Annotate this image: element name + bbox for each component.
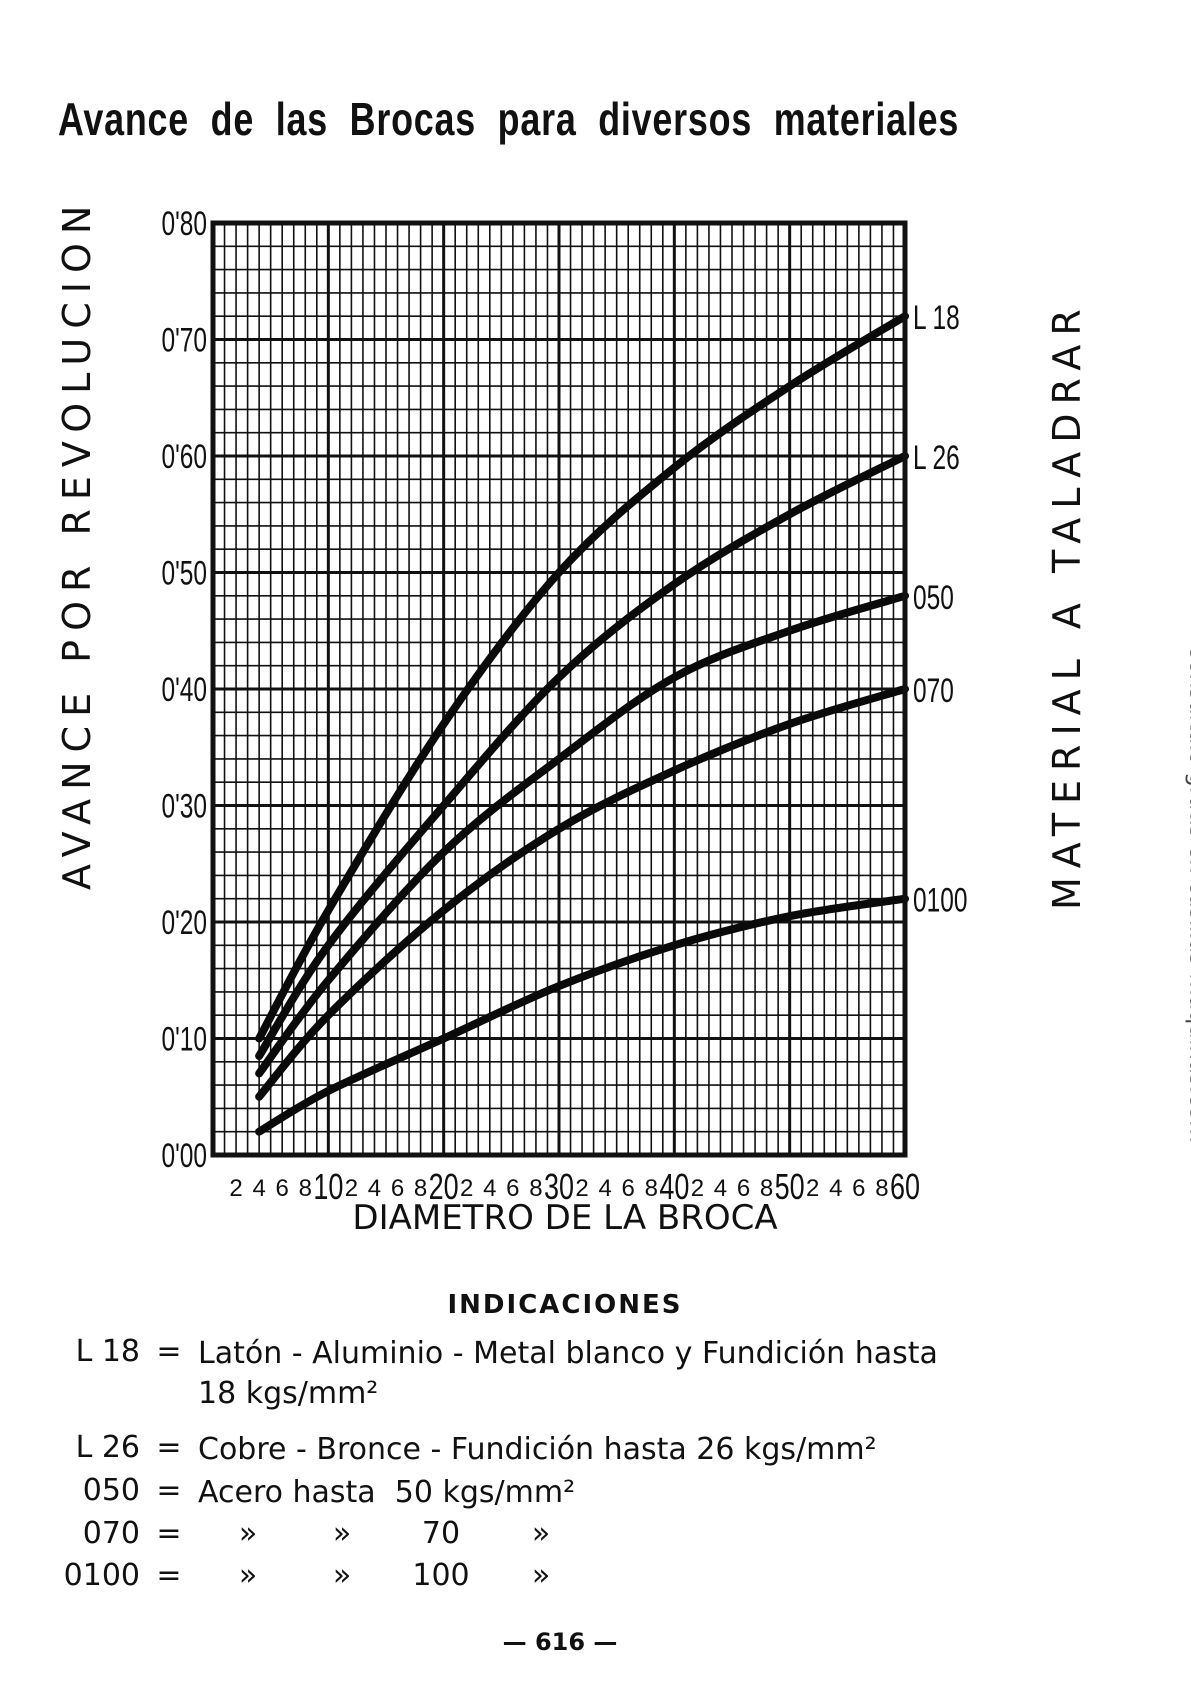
note-text: Latón - Aluminio - Metal blanco y Fundic… bbox=[198, 1336, 938, 1371]
note-equals: = bbox=[156, 1334, 182, 1369]
page-title: Avance de las Brocas para diversos mater… bbox=[58, 93, 960, 145]
note-070: 070 = » » 70 » bbox=[55, 1516, 586, 1551]
series-end-label: 0100 bbox=[913, 882, 967, 920]
ditto-mark: » bbox=[531, 1558, 551, 1593]
page-number: — 616 — bbox=[502, 1628, 618, 1656]
note-0100: 0100 = » » 100 » bbox=[55, 1558, 586, 1593]
x-tick-label: 6 bbox=[737, 1175, 750, 1200]
note-value: 100 bbox=[412, 1558, 470, 1593]
x-tick-label: 6 bbox=[276, 1175, 289, 1200]
series-end-label: L 18 bbox=[913, 299, 960, 337]
x-tick-label: 6 bbox=[852, 1175, 865, 1200]
x-tick-label-major: 40 bbox=[659, 1166, 689, 1200]
y-tick-label: 0'70 bbox=[162, 322, 207, 360]
y-tick-label: 0'40 bbox=[162, 671, 207, 709]
series-end-labels: L 18 L 26 050 070 0100 bbox=[913, 299, 967, 919]
x-tick-label: 4 bbox=[598, 1175, 611, 1200]
x-tick-label: 8 bbox=[760, 1175, 773, 1200]
series-line-l26 bbox=[255, 452, 909, 1060]
notes-title: INDICACIONES bbox=[447, 1290, 683, 1320]
x-tick-label: 2 bbox=[806, 1175, 819, 1200]
x-tick-label: 8 bbox=[529, 1175, 542, 1200]
ditto-mark: » bbox=[238, 1516, 258, 1551]
x-tick-label: 2 bbox=[460, 1175, 473, 1200]
y-tick-label: 0'80 bbox=[162, 205, 207, 243]
x-tick-label: 8 bbox=[875, 1175, 888, 1200]
y-tick-label: 0'30 bbox=[162, 788, 207, 826]
x-tick-label: 4 bbox=[483, 1175, 496, 1200]
chart-border bbox=[210, 220, 908, 1158]
note-ditto-row: » » 70 » bbox=[198, 1516, 586, 1551]
x-tick-label: 8 bbox=[414, 1175, 427, 1200]
y-tick-label: 0'60 bbox=[162, 438, 207, 476]
x-tick-label: 4 bbox=[252, 1175, 265, 1200]
note-text-continued: 18 kgs/mm² bbox=[198, 1376, 379, 1411]
ditto-mark: » bbox=[238, 1558, 258, 1593]
note-l26: L 26 = Cobre - Bronce - Fundición hasta … bbox=[55, 1430, 877, 1470]
x-tick-label: 4 bbox=[368, 1175, 381, 1200]
ditto-mark: » bbox=[531, 1516, 551, 1551]
x-axis-label: DIAMETRO DE LA BROCA bbox=[352, 1198, 778, 1238]
x-tick-label: 8 bbox=[645, 1175, 658, 1200]
note-code: L 18 bbox=[75, 1334, 140, 1369]
chart-frame bbox=[210, 220, 908, 1158]
note-code: 050 bbox=[82, 1473, 140, 1508]
x-tick-label: 2 bbox=[575, 1175, 588, 1200]
ditto-mark: » bbox=[332, 1558, 352, 1593]
series-line-l18 bbox=[255, 312, 909, 1043]
note-text: Acero hasta 50 kgs/mm² bbox=[198, 1475, 576, 1510]
series-line-0100 bbox=[255, 894, 909, 1136]
x-tick-label: 2 bbox=[229, 1175, 242, 1200]
x-tick-label: 4 bbox=[714, 1175, 727, 1200]
note-equals: = bbox=[156, 1473, 182, 1508]
x-tick-label: 6 bbox=[506, 1175, 519, 1200]
note-code: 0100 bbox=[63, 1558, 140, 1593]
y-tick-label: 0'00 bbox=[162, 1137, 207, 1175]
series-line-070 bbox=[255, 685, 909, 1101]
note-l18: L 18 = Latón - Aluminio - Metal blanco y… bbox=[55, 1334, 938, 1414]
x-tick-label: 8 bbox=[299, 1175, 312, 1200]
note-equals: = bbox=[156, 1516, 182, 1551]
y-tick-label: 0'10 bbox=[162, 1021, 207, 1059]
series-line-050 bbox=[255, 591, 909, 1078]
x-tick-label-major: 20 bbox=[429, 1166, 459, 1200]
x-tick-label: 4 bbox=[829, 1175, 842, 1200]
note-description: Latón - Aluminio - Metal blanco y Fundic… bbox=[198, 1334, 938, 1414]
x-tick-label: 6 bbox=[391, 1175, 404, 1200]
note-050: 050 = Acero hasta 50 kgs/mm² bbox=[55, 1473, 575, 1513]
x-tick-label: 2 bbox=[345, 1175, 358, 1200]
note-code: L 26 bbox=[75, 1430, 140, 1465]
x-tick-label-major: 10 bbox=[313, 1166, 343, 1200]
chart-grid bbox=[211, 221, 907, 1157]
x-tick-label-major: 60 bbox=[890, 1166, 920, 1200]
y-tick-label: 0'20 bbox=[162, 904, 207, 942]
note-equals: = bbox=[156, 1558, 182, 1593]
y-tick-label: 0'50 bbox=[162, 555, 207, 593]
series-end-label: 070 bbox=[913, 672, 954, 710]
x-tick-label-major: 30 bbox=[544, 1166, 574, 1200]
chart-series bbox=[255, 312, 909, 1136]
x-tick-labels: 2 4 6 8 2 4 6 8 2 4 6 8 2 4 6 8 2 4 6 8 2 4 6 810 20 30 40 50 60 bbox=[229, 1166, 920, 1200]
series-end-label: L 26 bbox=[913, 439, 960, 477]
x-tick-label: 2 bbox=[691, 1175, 704, 1200]
y-tick-labels: 0'00 0'10 0'20 0'30 0'40 0'50 0'60 0'70 0'80 bbox=[162, 205, 207, 1175]
note-text: Cobre - Bronce - Fundición hasta 26 kgs/… bbox=[198, 1432, 877, 1467]
x-tick-label-major: 50 bbox=[775, 1166, 805, 1200]
note-value: 70 bbox=[421, 1516, 461, 1551]
ditto-mark: » bbox=[332, 1516, 352, 1551]
note-code: 070 bbox=[82, 1516, 140, 1551]
x-tick-label: 6 bbox=[622, 1175, 635, 1200]
note-ditto-row: » » 100 » bbox=[198, 1558, 586, 1593]
series-end-label: 050 bbox=[913, 579, 954, 617]
note-equals: = bbox=[156, 1430, 182, 1465]
